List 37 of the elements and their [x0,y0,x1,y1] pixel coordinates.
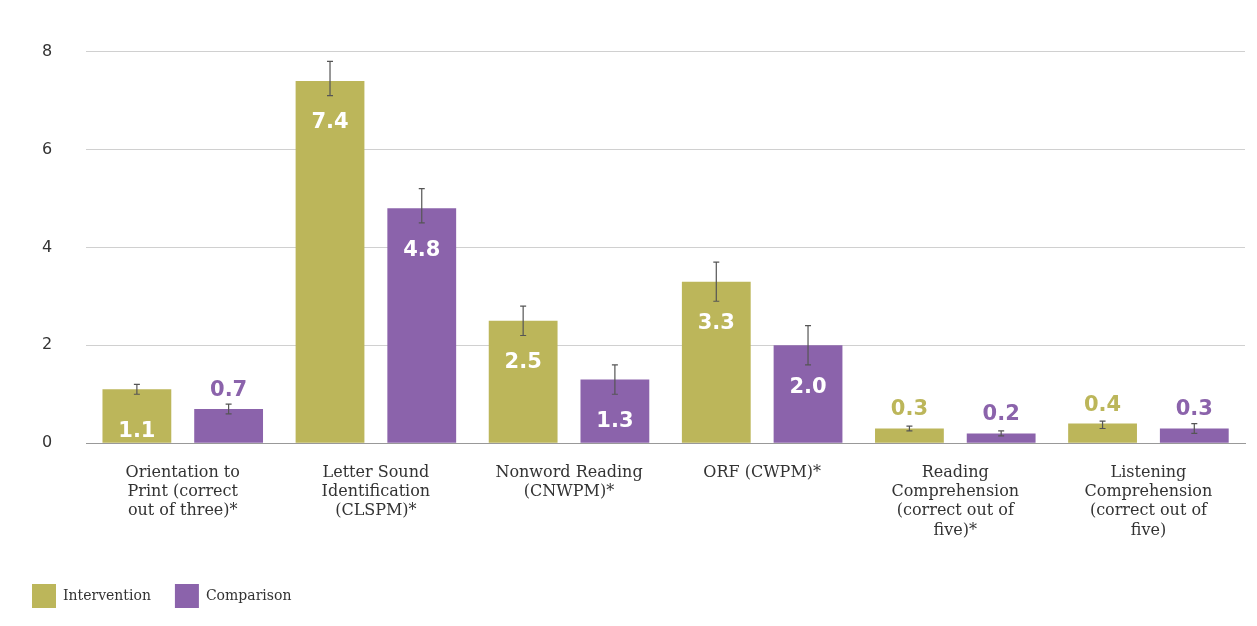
bar [1068,423,1137,443]
x-tick-label: Reading Comprehension (correct out of five)* [891,461,1020,539]
bar [295,80,365,443]
y-tick-label: 2 [41,334,53,354]
data-label: 1.3 [596,408,634,433]
data-label: 0.3 [890,396,929,421]
x-tick-label: Orientation to Print (correct out of three)* [125,461,240,520]
x-tick-label: ORF (CWPM)* [703,461,821,481]
bar [681,281,751,443]
y-tick-label: 6 [41,138,53,158]
x-tick-label: Nonword Reading (CNWPM)* [495,461,643,501]
y-tick-label: 4 [41,236,53,256]
bar [102,389,172,443]
y-tick-label: 0 [41,432,53,452]
bar [966,433,1036,443]
data-label: 0.2 [982,401,1020,426]
legend-label: Comparison [205,586,292,603]
data-label: 2.5 [504,349,542,374]
data-label: 0.4 [1083,391,1122,416]
data-label: 2.0 [789,373,827,398]
x-tick-label: Letter Sound Identification (CLSPM)* [321,461,431,520]
y-tick-label: 8 [41,40,53,60]
bar [1159,428,1229,443]
data-label: 0.3 [1175,396,1213,421]
data-label: 1.1 [118,417,156,442]
bar [875,428,944,443]
bar [488,320,558,443]
data-label: 0.7 [210,376,248,401]
bar [773,345,843,443]
x-tick-label: Listening Comprehension (correct out of five) [1084,461,1213,539]
data-label: 3.3 [697,310,735,335]
bar [194,408,264,443]
bar [580,379,650,443]
data-label: 7.4 [311,109,349,134]
bar [387,208,457,443]
data-label: 4.8 [403,236,441,261]
legend-label: Intervention [63,586,151,603]
